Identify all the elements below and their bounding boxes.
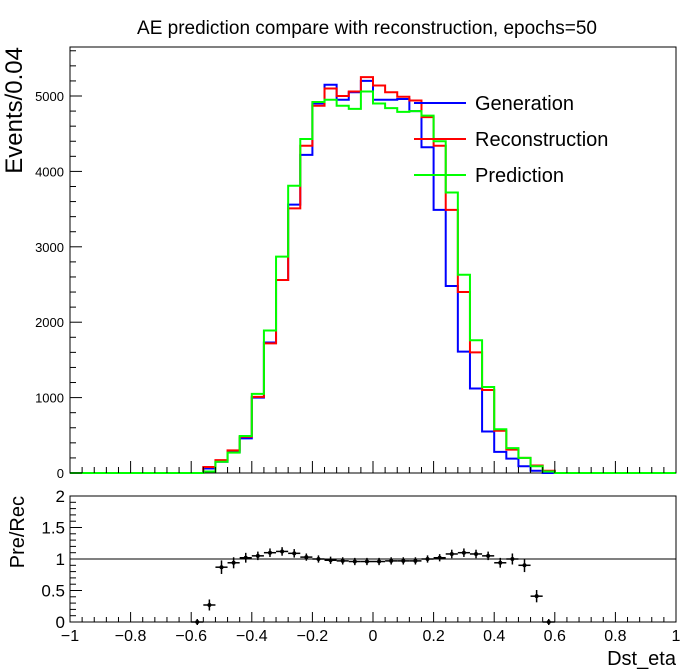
ratio-point	[530, 590, 543, 603]
bottom-x-tick-label: −0.6	[175, 628, 207, 645]
ratio-point-marker	[534, 594, 539, 599]
ratio-point-marker	[425, 557, 430, 561]
top-y-tick-label: 4000	[35, 164, 64, 179]
top-y-axis-label: Events/0.04	[1, 47, 28, 174]
ratio-point-marker	[461, 550, 466, 555]
ratio-point-marker	[207, 602, 212, 607]
top-y-tick-label: 0	[57, 466, 64, 481]
bottom-y-axis: 0 0.5 1 1.5 2	[41, 487, 82, 632]
ratio-point-marker	[195, 620, 200, 624]
ratio-point-marker	[413, 558, 418, 563]
ratio-point	[445, 549, 458, 559]
top-x-axis	[69, 461, 677, 473]
ratio-point	[409, 557, 422, 565]
ratio-point-marker	[316, 557, 321, 561]
bottom-pad: 0 0.5 1 1.5 2 −1 −0.8 −0.6 −0.4 −0.2 0 0.2 0.4 0.6 0.…	[7, 487, 681, 670]
ratio-point-marker	[219, 565, 224, 570]
bottom-x-tick-label: 0	[369, 628, 378, 645]
ratio-point	[215, 560, 228, 574]
ratio-point-marker	[437, 555, 442, 560]
top-y-tick-label: 2000	[35, 315, 64, 330]
ratio-point	[300, 553, 313, 561]
bottom-x-tick-label: 1	[672, 628, 681, 645]
legend-label-reconstruction: Reconstruction	[475, 129, 608, 151]
ratio-point-marker	[280, 549, 285, 554]
top-y-axis: 0 1000 2000 3000 4000 5000	[35, 50, 82, 481]
ratio-point	[518, 558, 531, 573]
ratio-point-marker	[401, 558, 406, 563]
ratio-point-marker	[352, 559, 357, 564]
legend-label-prediction: Prediction	[475, 165, 564, 187]
ratio-point-marker	[377, 559, 382, 564]
ratio-point-marker	[546, 620, 551, 624]
bottom-x-axis: −1 −0.8 −0.6 −0.4 −0.2 0 0.2 0.4 0.6 0.8 1	[61, 612, 681, 645]
bottom-x-tick-label: −0.8	[115, 628, 147, 645]
bottom-x-tick-label: −1	[61, 628, 79, 645]
ratio-point	[227, 557, 240, 569]
top-frame	[69, 46, 677, 474]
ratio-point	[203, 599, 216, 611]
ratio-point-marker	[267, 550, 272, 555]
top-y-tick-label: 1000	[35, 391, 64, 406]
ratio-point-marker	[292, 551, 297, 556]
ratio-point-marker	[231, 560, 236, 565]
ratio-point	[494, 557, 507, 568]
top-y-tick-label: 3000	[35, 240, 64, 255]
ratio-point	[288, 549, 301, 558]
ratio-point-marker	[328, 558, 333, 563]
ratio-point	[336, 557, 349, 565]
bottom-x-tick-label: −0.4	[236, 628, 268, 645]
ratio-point-marker	[364, 559, 369, 564]
ratio-point-marker	[389, 558, 394, 563]
ratio-point	[276, 547, 289, 556]
bottom-y-tick-label: 2	[56, 487, 65, 506]
ratio-point	[191, 619, 204, 625]
bottom-y-tick-label: 0	[56, 613, 65, 632]
ratio-point	[542, 619, 555, 625]
ratio-point-marker	[340, 558, 345, 563]
ratio-point-marker	[498, 560, 503, 565]
ratio-point	[433, 554, 446, 562]
ratio-point-marker	[486, 553, 491, 558]
ratio-point-marker	[304, 555, 309, 560]
ratio-point	[482, 551, 495, 561]
top-y-tick-label: 5000	[35, 89, 64, 104]
ratio-point	[385, 557, 398, 565]
ratio-point	[263, 548, 277, 557]
ratio-point	[421, 555, 434, 563]
ratio-point	[312, 555, 325, 563]
ratio-point-marker	[255, 553, 260, 558]
legend: Generation Reconstruction Prediction	[414, 93, 608, 187]
ratio-point	[397, 557, 410, 565]
bottom-y-tick-label: 1.5	[41, 519, 65, 538]
ratio-point-marker	[510, 557, 515, 561]
bottom-x-tick-label: −0.2	[297, 628, 329, 645]
bottom-y-tick-label: 0.5	[41, 582, 65, 601]
chart-title: AE prediction compare with reconstructio…	[137, 18, 597, 39]
ratio-point	[324, 556, 337, 564]
ratio-point-marker	[474, 551, 479, 556]
legend-label-generation: Generation	[475, 93, 574, 115]
ratio-point	[373, 557, 386, 566]
ratio-point-marker	[243, 555, 248, 560]
bottom-x-tick-label: 0.4	[483, 628, 505, 645]
bottom-y-axis-label: Pre/Rec	[7, 496, 29, 568]
bottom-x-tick-label: 0.6	[544, 628, 566, 645]
ratio-points	[191, 547, 555, 625]
ratio-point	[469, 549, 483, 559]
ratio-point-marker	[522, 563, 527, 568]
ratio-point	[239, 552, 252, 563]
top-pad: 0 1000 2000 3000 4000 5000 Events/0.04 Genera…	[1, 46, 677, 481]
ratio-point-marker	[449, 551, 454, 556]
bottom-y-tick-label: 1	[56, 550, 65, 569]
ratio-point	[348, 557, 361, 566]
ratio-point	[251, 551, 264, 561]
ratio-point	[457, 548, 470, 557]
ratio-point	[506, 553, 519, 565]
bottom-x-tick-label: 0.8	[604, 628, 626, 645]
ratio-point	[360, 557, 373, 566]
bottom-x-axis-label: Dst_eta	[607, 648, 677, 670]
bottom-x-tick-label: 0.2	[422, 628, 444, 645]
